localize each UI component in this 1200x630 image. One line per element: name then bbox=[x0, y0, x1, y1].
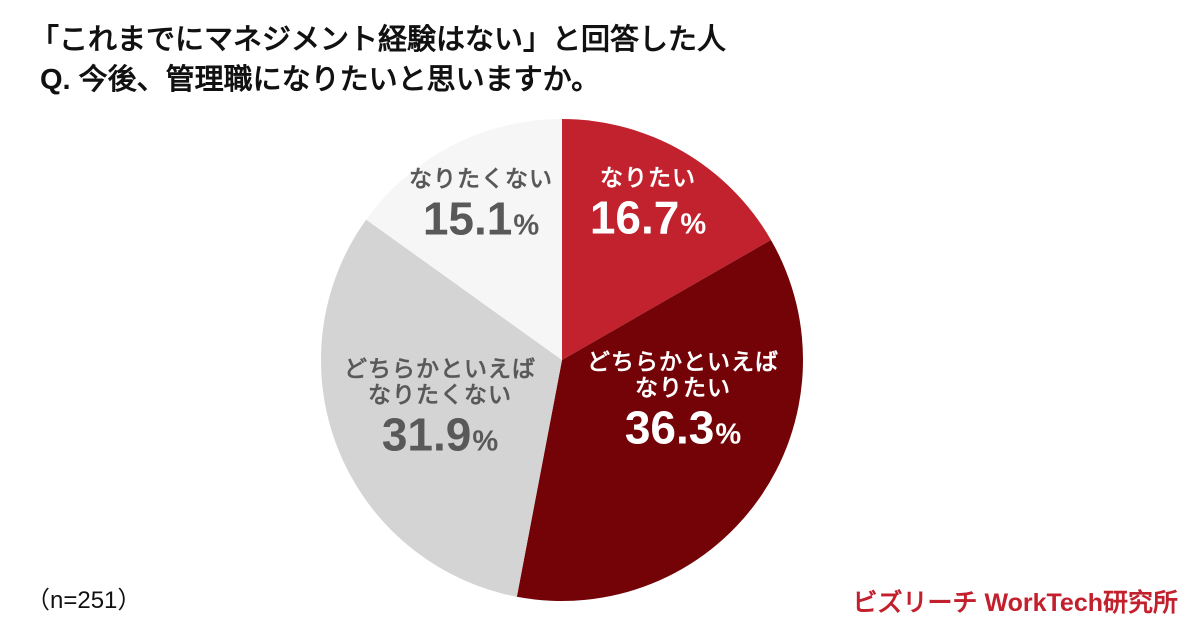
pie-slice-0 bbox=[562, 119, 771, 360]
pie-slice-1 bbox=[516, 239, 803, 601]
pie-slice-3 bbox=[366, 119, 562, 360]
chart-title-line1: 「これまでにマネジメント経験はない」と回答した人 bbox=[30, 24, 727, 56]
brand-credit: ビズリーチ WorkTech研究所 bbox=[852, 589, 1179, 617]
sample-size-note: （n=251） bbox=[26, 587, 142, 614]
chart-title-block: 「これまでにマネジメント経験はない」と回答した人 Q. 今後、管理職になりたいと… bbox=[30, 20, 726, 100]
chart-question-line: Q. 今後、管理職になりたいと思いますか。 bbox=[40, 64, 601, 96]
pie-slice-2 bbox=[320, 219, 562, 597]
